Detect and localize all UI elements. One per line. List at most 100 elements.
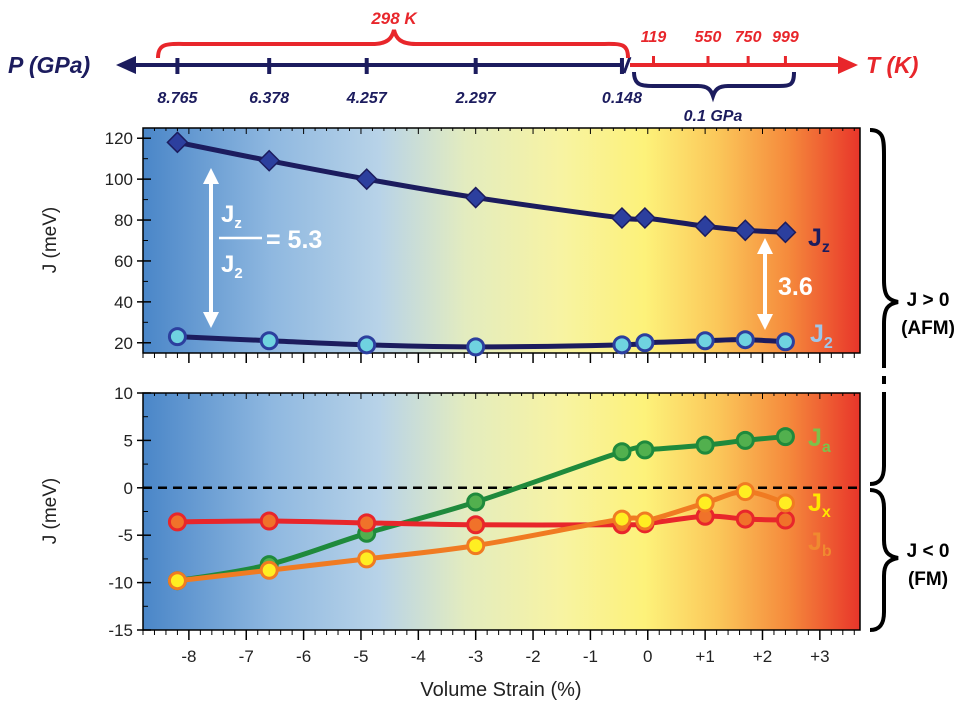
data-point-jx [466, 515, 486, 535]
top-axis: 8.765 6.378 4.257 2.297 0.148 119 550 750 999 P… [8, 9, 918, 125]
data-point-jx [357, 513, 377, 533]
data-point-jb [612, 509, 632, 529]
temperature-tick-label: 550 [695, 29, 722, 46]
y-tick-label: -15 [108, 621, 133, 640]
x-tick-label: -1 [583, 647, 598, 666]
y-tick-label: 20 [114, 334, 133, 353]
fixed-pressure-label: 0.1 GPa [684, 108, 743, 125]
lower-panel-background [143, 393, 860, 630]
pressure-tick-label: 6.378 [249, 90, 289, 107]
afm-brace-continuation [869, 350, 886, 486]
data-point-jx [735, 509, 755, 529]
series-label-ja: Ja [808, 424, 831, 456]
data-point-jz [258, 149, 281, 172]
x-tick-label: -6 [296, 647, 311, 666]
data-point-j2 [695, 331, 715, 351]
data-point-ja [735, 430, 755, 450]
pressure-arrowhead [116, 56, 136, 74]
lower-panel-series [167, 427, 795, 591]
pressure-tick-label: 4.257 [346, 90, 388, 107]
pressure-tick-label: 0.148 [602, 90, 642, 107]
sign-braces: J > 0 (AFM) J < 0 (FM) [869, 128, 955, 632]
temperature-ticks: 119 550 750 999 [641, 29, 799, 66]
data-point-jx [167, 512, 187, 532]
series-label-jx: Jx [808, 489, 831, 521]
y-tick-label: -5 [118, 526, 133, 545]
series-label-j2: J2 [810, 320, 833, 352]
upper-panel-ticks: 20 40 60 80 100 120 [105, 127, 861, 363]
x-tick-label: -4 [411, 647, 426, 666]
end-ratio-value: 3.6 [778, 273, 813, 301]
data-point-jx [259, 511, 279, 531]
data-point-j2 [735, 330, 755, 350]
y-tick-label: -10 [108, 574, 133, 593]
upper-panel: 20 40 60 80 100 120 J (meV) Jz J2 = 5.3 3.6 J… [40, 127, 861, 363]
y-tick-label: 120 [105, 129, 133, 148]
data-point-jb [775, 493, 795, 513]
data-point-jz [774, 221, 797, 244]
data-point-jb [357, 549, 377, 569]
data-point-jb [635, 511, 655, 531]
series-line-jx [177, 513, 786, 528]
x-tick-label: -2 [525, 647, 540, 666]
x-tick-label: -3 [468, 647, 483, 666]
series-label-jb: Jb [808, 528, 832, 560]
temperature-tick-label: 750 [735, 29, 762, 46]
data-point-j2 [775, 332, 795, 352]
pressure-tick-label: 2.297 [455, 90, 497, 107]
fm-label-line2: (FM) [908, 569, 948, 590]
ratio-value: = 5.3 [266, 226, 322, 254]
x-tick-label: -8 [181, 647, 196, 666]
data-point-j2 [635, 333, 655, 353]
temperature-tick-label: 119 [641, 29, 667, 46]
temperature-tick-label: 999 [772, 29, 799, 46]
afm-label-line1: J > 0 [907, 290, 950, 311]
data-point-jz [464, 186, 487, 209]
fm-brace [869, 488, 899, 632]
data-point-jb [259, 560, 279, 580]
ratio-annotation: Jz J2 = 5.3 [219, 201, 322, 282]
y-tick-label: 60 [114, 252, 133, 271]
data-point-j2 [466, 337, 486, 357]
axis-break-mark [622, 56, 632, 74]
data-point-j2 [259, 331, 279, 351]
x-axis-label: Volume Strain (%) [420, 679, 581, 701]
x-tick-label: +1 [695, 647, 714, 666]
data-point-jb [466, 536, 486, 556]
afm-brace [869, 128, 899, 350]
pressure-ticks: 8.765 6.378 4.257 2.297 0.148 [157, 58, 642, 107]
data-point-ja [635, 440, 655, 460]
x-tick-label: 0 [643, 647, 652, 666]
data-point-j2 [612, 335, 632, 355]
data-point-jz [610, 206, 634, 230]
y-tick-label: 40 [114, 293, 133, 312]
y-tick-label: 0 [124, 479, 133, 498]
y-tick-label: 10 [114, 384, 133, 403]
pressure-tick-label: 8.765 [157, 90, 198, 107]
series-line-jz [176, 139, 786, 235]
x-tick-label: -7 [239, 647, 254, 666]
data-point-ja [466, 492, 486, 512]
room-temp-brace [156, 29, 630, 59]
data-point-ja [775, 427, 795, 447]
room-temp-label: 298 K [370, 9, 418, 28]
data-point-j2 [167, 327, 187, 347]
ratio-numerator: Jz [221, 201, 242, 232]
y-tick-label: 100 [105, 170, 133, 189]
pressure-label: P (GPa) [8, 52, 90, 78]
series-line-j2 [177, 334, 786, 350]
series-label-jz: Jz [808, 224, 830, 256]
lower-y-axis-label: J (meV) [40, 478, 61, 545]
data-point-jz [355, 168, 378, 191]
fixed-pressure-brace [632, 71, 796, 103]
y-tick-label: 5 [124, 431, 133, 450]
data-point-ja [612, 442, 632, 462]
data-point-ja [695, 435, 715, 455]
x-tick-label: +3 [810, 647, 829, 666]
data-point-j2 [357, 335, 377, 355]
upper-y-axis-label: J (meV) [40, 207, 61, 274]
data-point-jz [166, 131, 189, 154]
data-point-jb [695, 493, 715, 513]
